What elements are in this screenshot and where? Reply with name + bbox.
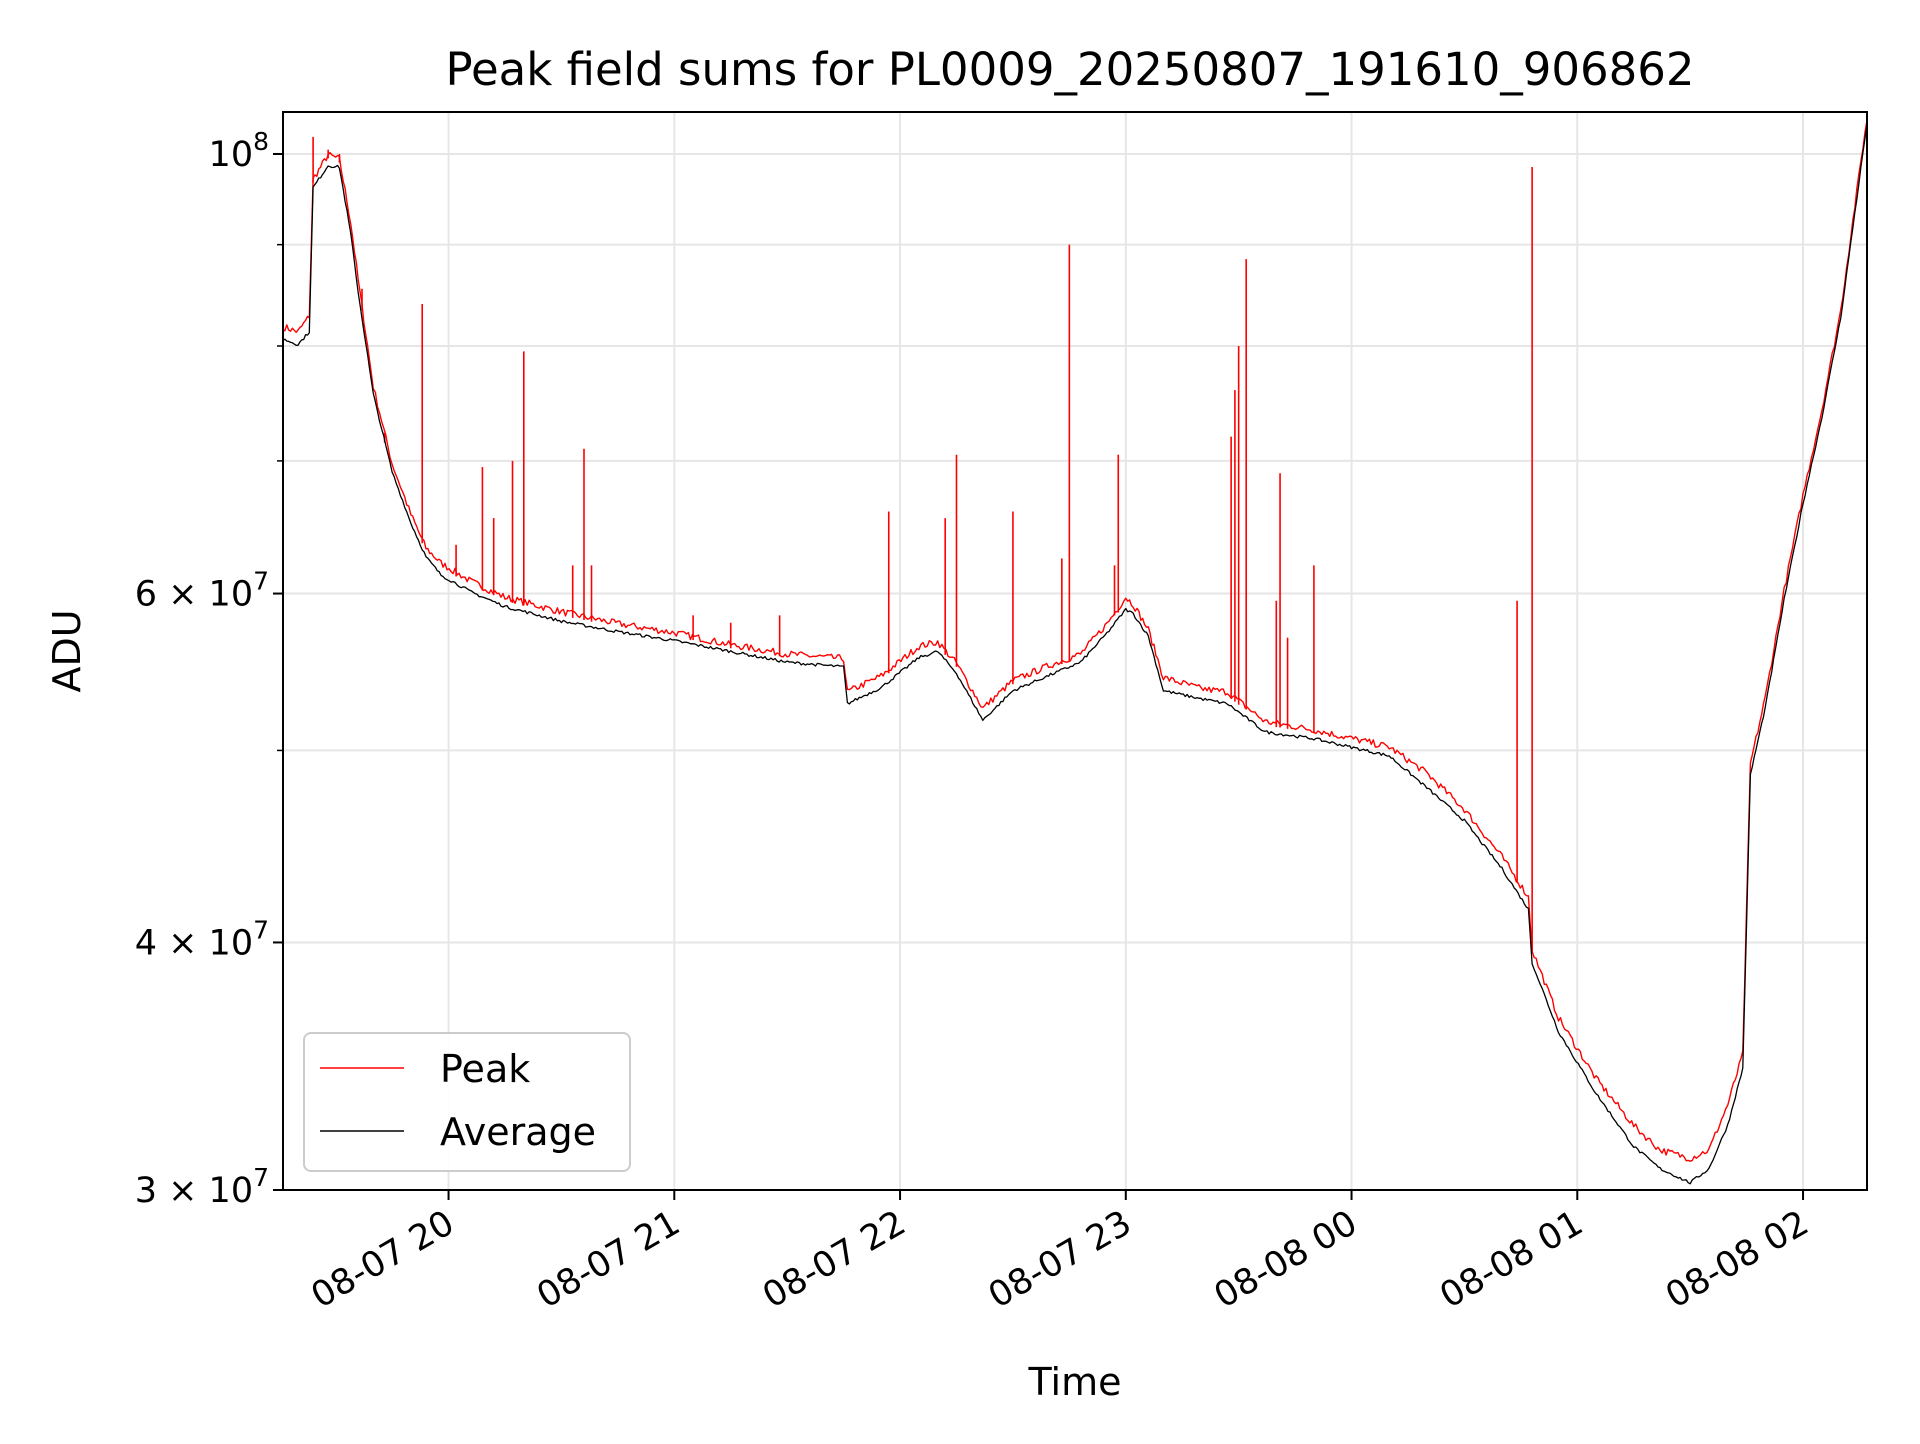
y-tick-label: 4 × 107 bbox=[135, 915, 269, 963]
y-tick-label: 6 × 107 bbox=[135, 567, 269, 615]
plot-frame bbox=[282, 111, 1868, 1191]
legend-average-label: Average bbox=[440, 1110, 596, 1154]
y-axis-label: ADU bbox=[45, 609, 89, 692]
legend-peak-label: Peak bbox=[440, 1047, 530, 1091]
x-axis-label: Time bbox=[1028, 1360, 1122, 1404]
average-series-line bbox=[282, 124, 1868, 1185]
chart-title: Peak field sums for PL0009_20250807_1916… bbox=[445, 43, 1694, 96]
y-tick-label: 3 × 107 bbox=[135, 1163, 269, 1211]
legend: Peak Average bbox=[303, 1032, 631, 1172]
series-layer bbox=[282, 120, 1868, 1185]
peak-series-line bbox=[282, 120, 1868, 1162]
grid bbox=[283, 112, 1867, 1191]
y-tick-label: 108 bbox=[209, 127, 269, 175]
